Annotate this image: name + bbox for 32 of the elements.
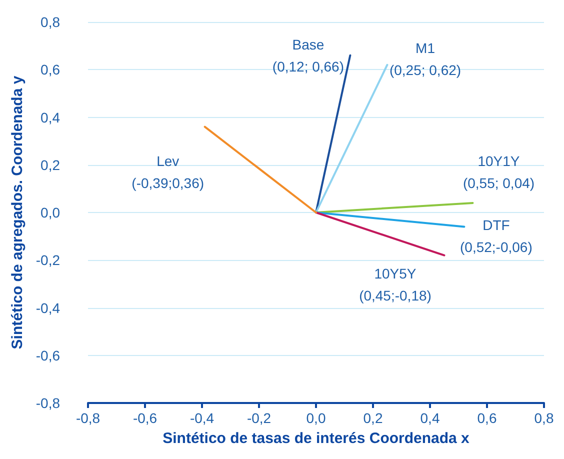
x-tick-label: -0,2 [246,410,272,426]
x-tick-label: -0,4 [190,410,214,426]
y-tick-label: -0,8 [36,395,60,411]
x-tick-label: 0,0 [306,410,326,426]
series-label: Base [292,36,324,52]
x-tick-label: 0,8 [534,410,554,426]
annotation: (0,25; 0,62) [389,62,462,78]
x-axis-title: Sintético de tasas de interés Coordenada x [162,430,470,447]
y-tick-label: 0,2 [40,156,60,173]
annotation: (0,45;-0,18) [359,287,432,304]
series-label: 10Y5Y [374,265,417,282]
y-tick-label: 0,4 [40,109,60,126]
y-tick-label: -0,4 [36,300,60,316]
text: M1 [416,40,436,56]
y-tick-label: -0,2 [36,252,60,268]
x-tick-label: 0,2 [363,410,383,426]
annotation: (-0,39;0,36) [132,174,204,191]
y-tick-label: 0,0 [40,204,60,220]
annotation: (0,12; 0,66) [272,58,344,74]
text: Lev [156,152,180,169]
x-tick-label: 0,4 [420,410,440,426]
y-tick-label: 0,8 [40,14,60,30]
annotation: (0,55; 0,04) [462,174,535,191]
y-tick-label: -0,6 [36,347,60,364]
annotation: (0,52;-0,06) [460,238,532,255]
x-tick-label: -0,8 [76,410,100,426]
x-tick-label: -0,6 [132,410,158,426]
y-axis-title: Sintético de agregados. Coordenada y [8,75,26,350]
y-tick-label: 0,6 [40,62,60,78]
text: 10Y1Y [478,152,520,169]
series-label: DTF [482,216,510,233]
x-tick-label: 0,6 [477,410,497,426]
